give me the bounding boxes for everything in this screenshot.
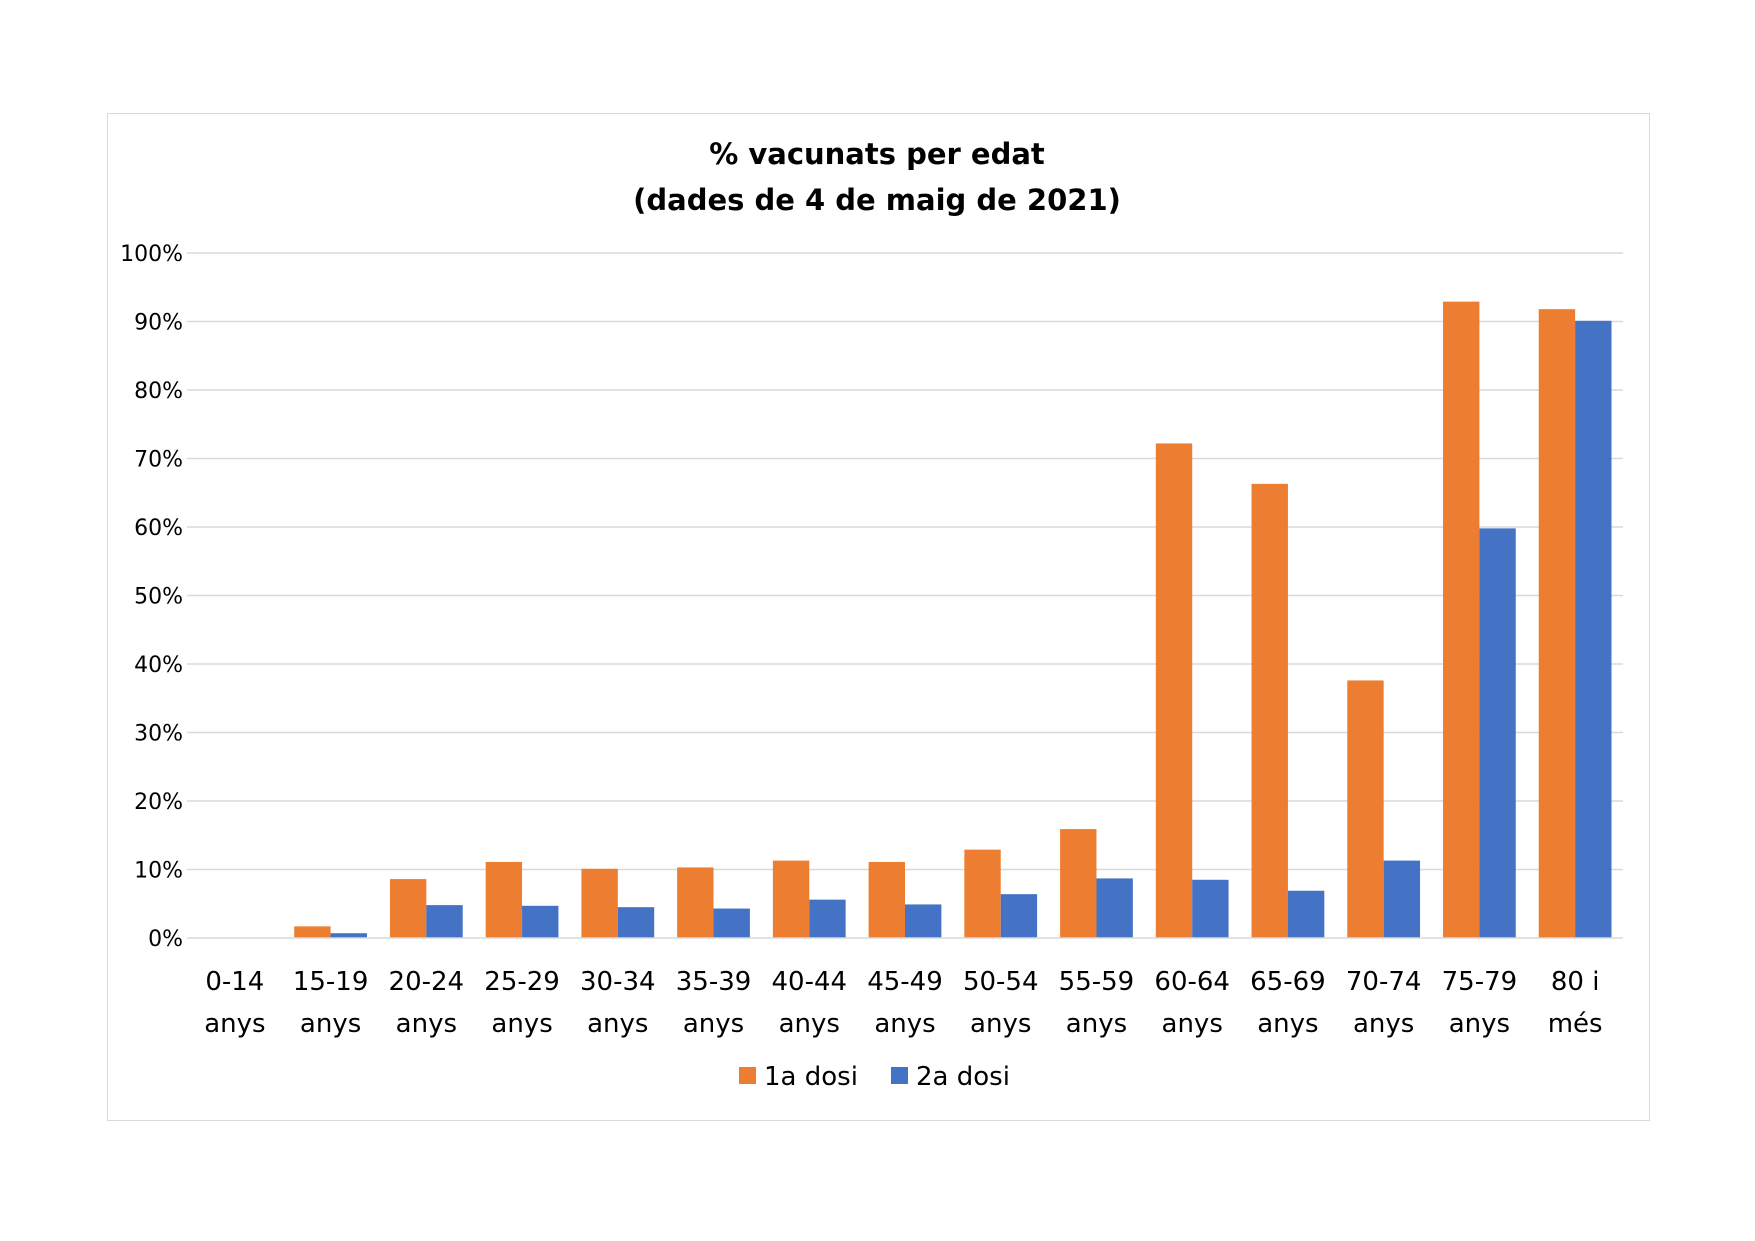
x-category-label: anys [683,1009,744,1039]
y-tick-label: 70% [134,448,183,473]
bar-dose2 [1096,878,1133,938]
x-category-label: 80 i [1551,967,1600,997]
bar-dose2 [1575,320,1612,938]
x-category-label: anys [1066,1009,1127,1039]
y-tick-label: 30% [134,722,183,747]
chart-frame [107,113,1650,1121]
x-category-label: 65-69 [1250,967,1326,997]
y-tick-label: 50% [134,585,183,610]
bar-dose1 [677,867,714,938]
bar-dose1 [389,879,427,938]
x-category-label: 0-14 [205,967,264,997]
x-category-label: 45-49 [867,967,943,997]
y-tick-label: 20% [134,790,183,815]
bar-dose2 [905,904,942,938]
y-tick-label: 90% [134,311,183,336]
bar-dose1 [294,926,331,938]
bar-dose1 [964,849,1001,938]
gridlines [187,252,1623,871]
x-category-label: 25-29 [484,967,560,997]
x-category-label: 15-19 [293,967,369,997]
bar-dose1 [1538,309,1576,938]
x-axis-category-labels: 0-14 anys 15-19 anys 20-24 anys 25-29 anys 30-34… [204,967,1602,1039]
y-tick-label: 100% [120,242,183,267]
y-tick-label: 0% [148,927,183,952]
bar-dose1 [772,860,810,938]
bar-dose1 [1251,483,1288,938]
bar-dose2 [330,933,367,938]
x-category-label: anys [204,1009,265,1039]
x-category-label: 40-44 [771,967,847,997]
chart-title-line-2: (dades de 4 de maig de 2021) [633,183,1121,217]
bar-dose2 [1287,890,1325,938]
bar-dose1 [1443,301,1480,938]
bar-dose2 [1192,879,1229,938]
bar-dose2 [809,899,846,938]
bar-dose1 [485,861,523,938]
x-category-label: anys [300,1009,361,1039]
x-category-label: més [1548,1009,1603,1039]
legend-swatch [891,1067,908,1084]
bars [294,301,1612,938]
bar-dose2 [522,905,559,938]
x-category-label: 50-54 [963,967,1039,997]
y-tick-label: 10% [134,859,183,884]
legend-swatch [739,1067,756,1084]
bar-dose1 [1060,829,1097,938]
x-category-label: anys [1353,1009,1414,1039]
bar-dose2 [1383,860,1421,938]
bar-dose1 [1347,680,1384,938]
y-axis-tick-labels: 0% 10% 20% 30% 40% 50% 60% 70% 80% 90% 100% [120,242,183,952]
y-tick-label: 80% [134,379,183,404]
x-category-label: 30-34 [580,967,656,997]
x-category-label: 55-59 [1059,967,1135,997]
legend: 1a dosi 2a dosi [739,1062,1010,1092]
bar-dose1 [868,861,905,938]
x-category-label: 75-79 [1442,967,1518,997]
bar-dose2 [1000,894,1038,938]
chart-title-line-1: % vacunats per edat [709,137,1045,171]
bar-dose2 [426,905,463,938]
x-category-label: 70-74 [1346,967,1422,997]
x-category-label: anys [1449,1009,1510,1039]
x-category-label: anys [779,1009,840,1039]
y-tick-label: 60% [134,516,183,541]
x-category-label: 60-64 [1154,967,1230,997]
x-category-label: anys [874,1009,935,1039]
x-category-label: anys [587,1009,648,1039]
x-category-label: 20-24 [389,967,465,997]
legend-label: 2a dosi [916,1062,1010,1092]
x-category-label: anys [491,1009,552,1039]
x-category-label: anys [396,1009,457,1039]
x-category-label: anys [970,1009,1031,1039]
legend-label: 1a dosi [764,1062,858,1092]
bar-dose2 [617,907,655,938]
y-tick-label: 40% [134,653,183,678]
x-category-label: anys [1257,1009,1318,1039]
x-category-label: 35-39 [676,967,752,997]
bar-dose1 [1155,443,1193,938]
bar-dose2 [713,908,750,938]
x-category-label: anys [1162,1009,1223,1039]
bar-dose2 [1479,528,1516,938]
bar-dose1 [581,868,618,938]
